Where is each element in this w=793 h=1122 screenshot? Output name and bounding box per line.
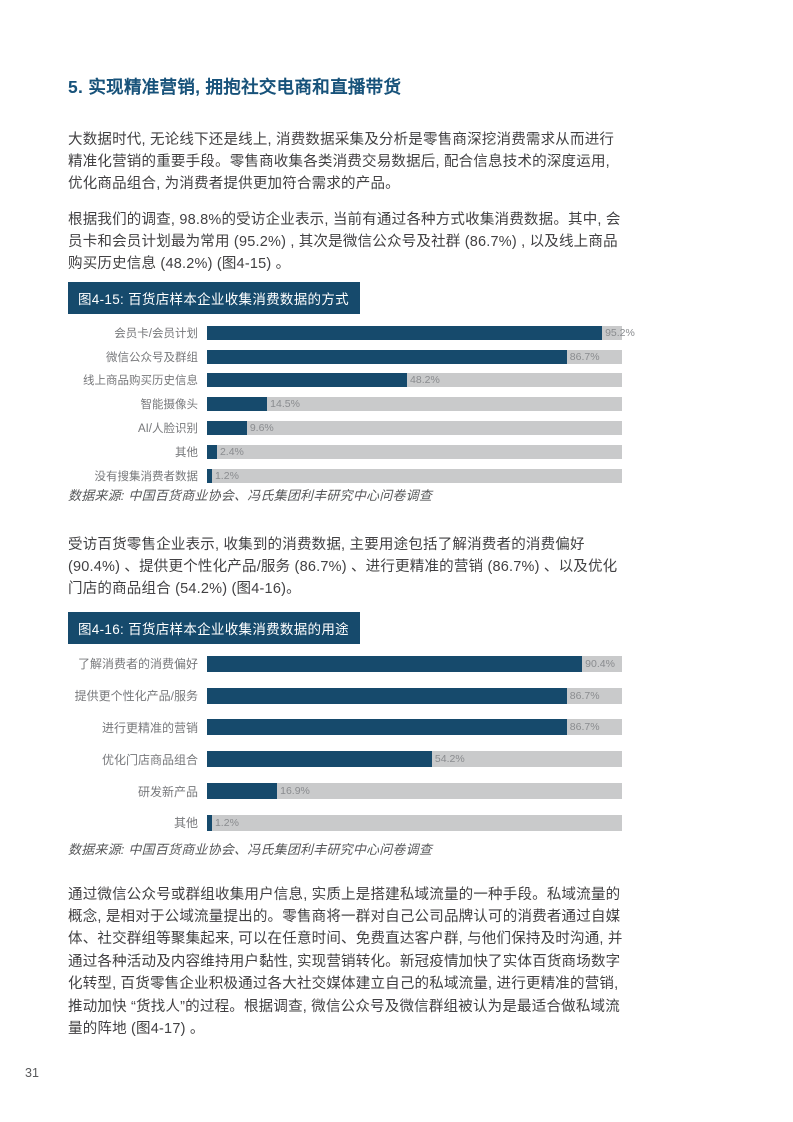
bar-category-label: 研发新产品	[137, 784, 198, 799]
bar-fill	[207, 814, 212, 831]
bar-category-label: 提供更个性化产品/服务	[74, 689, 198, 704]
bar-track: 86.7%	[207, 349, 622, 364]
bar-fill	[207, 655, 583, 672]
bar-row: 了解消费者的消费偏好 90.4%	[68, 648, 622, 680]
bar-fill	[207, 468, 212, 483]
body-paragraph-4: 通过微信公众号或群组收集用户信息, 实质上是搭建私域流量的一种手段。私域流量的概…	[68, 886, 623, 1037]
bar-row: 进行更精准的营销 86.7%	[68, 712, 622, 744]
bar-track: 48.2%	[207, 373, 622, 388]
bar-row: 线上商品购买历史信息 48.2%	[68, 369, 622, 393]
chart-bars-area: 了解消费者的消费偏好 90.4% 提供更个性化产品/服务 86.7% 进行更精准的营销 8…	[68, 648, 622, 839]
bar-track: 16.9%	[207, 783, 622, 800]
bar-value-label: 1.2%	[214, 469, 239, 482]
bar-row: 会员卡/会员计划 95.2%	[68, 321, 635, 345]
bar-value-label: 86.7%	[569, 350, 600, 363]
body-paragraph-3: 受访百货零售企业表示, 收集到的消费数据, 主要用途包括了解消费者的消费偏好 (…	[68, 536, 618, 598]
bar-row: 智能摄像头 14.5%	[68, 392, 622, 416]
bar-track: 86.7%	[207, 687, 622, 704]
data-source-note-1: 数据来源: 中国百货商业协会、冯氏集团利丰研究中心问卷调查	[68, 488, 433, 503]
bar-row: 研发新产品 16.9%	[68, 775, 622, 807]
bar-row: 其他 1.2%	[68, 807, 622, 839]
bar-row: 没有搜集消费者数据 1.2%	[68, 464, 622, 488]
bar-value-label: 90.4%	[585, 657, 615, 670]
data-source-note-2: 数据来源: 中国百货商业协会、冯氏集团利丰研究中心问卷调查	[68, 842, 433, 857]
bar-value-label: 48.2%	[410, 374, 440, 387]
bar-track: 90.4%	[207, 655, 622, 672]
bar-row: 优化门店商品组合 54.2%	[68, 743, 622, 775]
body-paragraph-1: 大数据时代, 无论线下还是线上, 消费数据采集及分析是零售商深挖消费需求从而进行…	[68, 131, 615, 193]
bar-fill	[207, 719, 567, 736]
bar-fill	[207, 751, 432, 768]
bar-row: 微信公众号及群组 86.7%	[68, 345, 622, 369]
bar-fill	[207, 421, 247, 436]
bar-track: 54.2%	[207, 751, 622, 768]
bar-fill	[207, 444, 217, 459]
bar-fill	[207, 325, 603, 340]
bar-track: 95.2%	[207, 325, 635, 340]
bar-value-label: 2.4%	[219, 445, 244, 458]
section-heading: 5. 实现精准营销, 拥抱社交电商和直播带货	[68, 77, 402, 97]
bar-category-label: AI/人脸识别	[137, 423, 198, 436]
bar-category-label: 会员卡/会员计划	[114, 327, 198, 340]
bar-category-label: 进行更精准的营销	[101, 720, 198, 735]
bar-track: 1.2%	[207, 814, 622, 831]
bar-row: 其他 2.4%	[68, 440, 622, 464]
bar-value-label: 16.9%	[280, 785, 310, 798]
bar-track: 9.6%	[207, 421, 622, 436]
chart-title-bar: 图4-16: 百货店样本企业收集消费数据的用途	[68, 612, 360, 644]
chart-title-bar: 图4-15: 百货店样本企业收集消费数据的方式	[68, 282, 360, 314]
bar-track: 1.2%	[207, 468, 622, 483]
bar-value-label: 54.2%	[434, 753, 465, 766]
bar-track: 14.5%	[207, 397, 622, 412]
chart-figure-4-16: 图4-16: 百货店样本企业收集消费数据的用途 了解消费者的消费偏好 90.4% 提…	[68, 612, 622, 839]
chart-figure-4-15: 图4-15: 百货店样本企业收集消费数据的方式 会员卡/会员计划 95.2% 微信公…	[68, 282, 635, 488]
bar-value-label: 86.7%	[569, 689, 600, 702]
bar-value-label: 1.2%	[214, 816, 239, 829]
bar-category-label: 了解消费者的消费偏好	[77, 657, 198, 672]
chart-bars-area: 会员卡/会员计划 95.2% 微信公众号及群组 86.7% 线上商品购买历史信息 48.2…	[68, 321, 635, 488]
bar-row: 提供更个性化产品/服务 86.7%	[68, 680, 622, 712]
bar-value-label: 86.7%	[569, 721, 600, 734]
bar-fill	[207, 373, 408, 388]
bar-value-label: 95.2%	[605, 326, 635, 339]
bar-value-label: 9.6%	[249, 422, 274, 435]
bar-fill	[207, 783, 278, 800]
bar-fill	[207, 349, 567, 364]
bar-row: AI/人脸识别 9.6%	[68, 416, 622, 440]
body-paragraph-2: 根据我们的调查, 98.8%的受访企业表示, 当前有通过各种方式收集消费数据。其…	[68, 211, 621, 273]
bar-category-label: 智能摄像头	[140, 399, 199, 412]
bar-category-label: 其他	[175, 446, 198, 459]
bar-category-label: 线上商品购买历史信息	[83, 375, 198, 388]
bar-value-label: 14.5%	[270, 398, 300, 411]
bar-category-label: 没有搜集消费者数据	[94, 470, 199, 483]
bar-fill	[207, 687, 567, 704]
bar-fill	[207, 397, 268, 412]
bar-track: 86.7%	[207, 719, 622, 736]
bar-category-label: 优化门店商品组合	[101, 752, 198, 767]
bar-track: 2.4%	[207, 444, 622, 459]
bar-category-label: 微信公众号及群组	[106, 351, 198, 364]
page-number: 31	[25, 1066, 39, 1080]
bar-category-label: 其他	[173, 816, 198, 831]
